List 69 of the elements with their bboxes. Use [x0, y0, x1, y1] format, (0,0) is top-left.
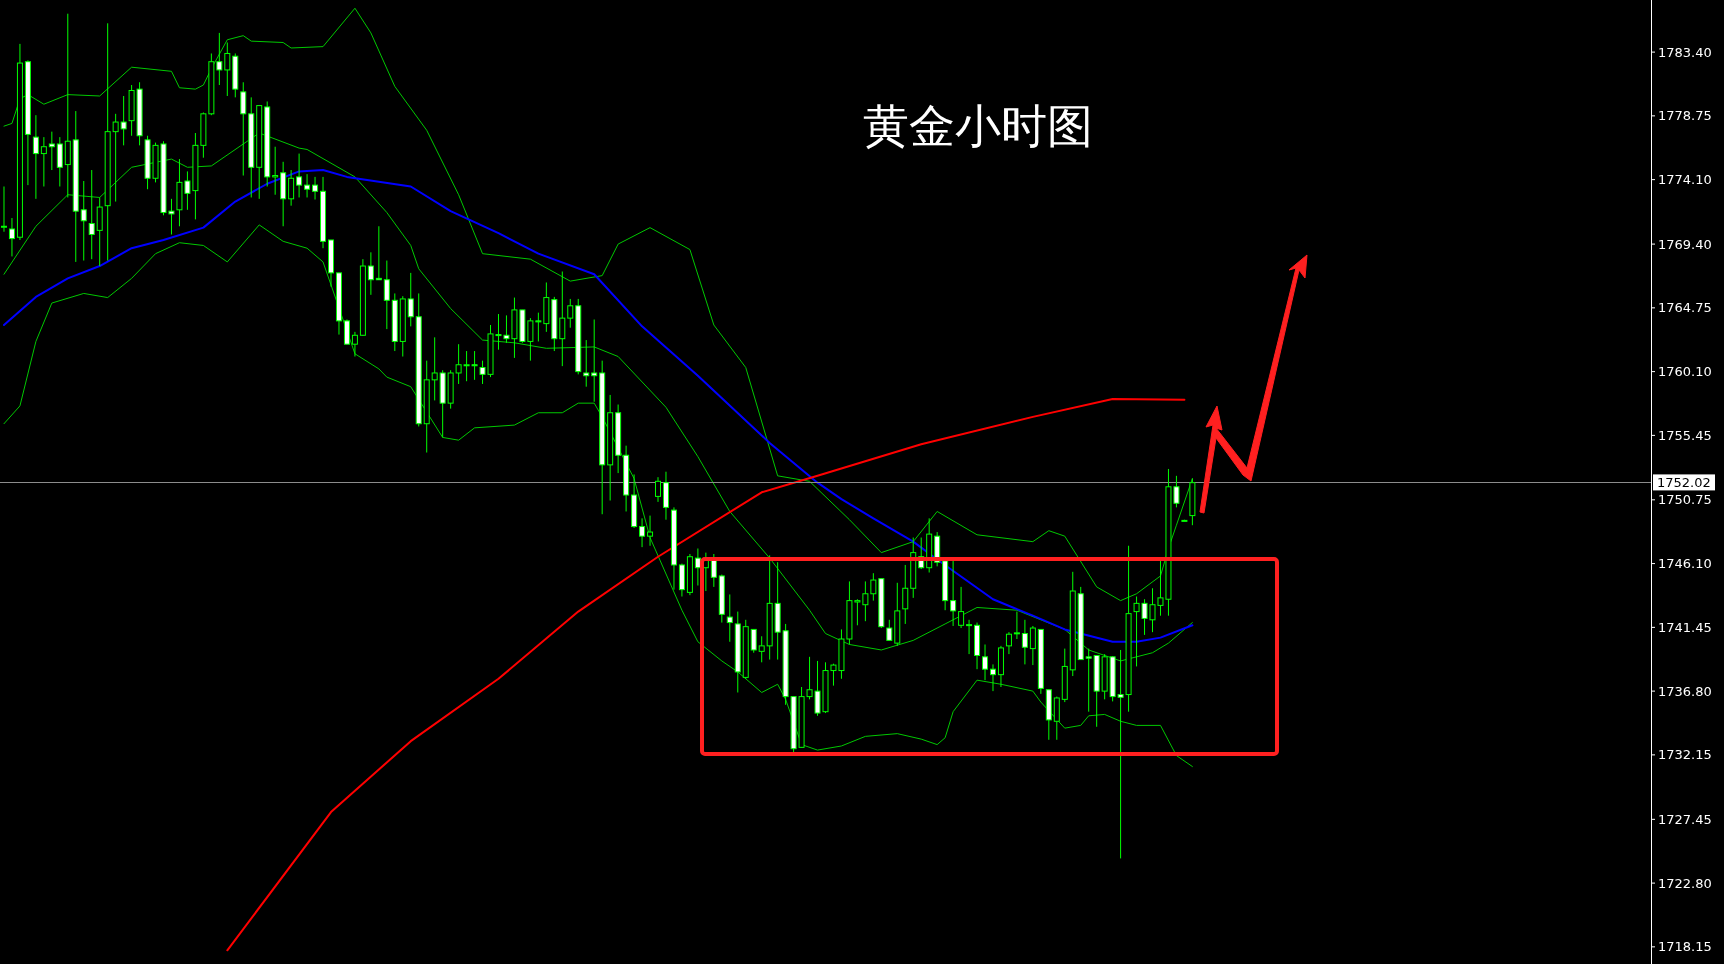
ref-line-label: 1752.02: [1657, 474, 1711, 490]
line-series: [3, 7, 1193, 602]
y-tick-label: 1755.45: [1658, 427, 1712, 443]
y-tick-label: 1760.10: [1658, 364, 1712, 380]
candlestick: [559, 271, 566, 367]
y-tick-label: 1774.10: [1658, 172, 1712, 188]
candlestick: [96, 196, 103, 267]
candlestick: [989, 663, 996, 692]
candlestick: [304, 173, 311, 198]
y-tick-label: 1746.10: [1658, 556, 1712, 572]
candlestick: [591, 319, 598, 403]
y-tick-label: 1769.40: [1658, 236, 1712, 252]
candlestick: [710, 553, 717, 588]
candlestick: [56, 136, 63, 187]
candlestick: [694, 548, 701, 587]
candlestick: [567, 298, 574, 329]
candlestick: [240, 81, 247, 177]
candlestick: [902, 564, 909, 625]
candlestick: [758, 635, 765, 663]
candlestick: [375, 225, 382, 281]
line-series: [3, 224, 1193, 768]
candlestick: [1029, 625, 1036, 666]
candlestick: [431, 336, 438, 401]
candlestick: [272, 146, 279, 196]
y-tick-label: 1750.75: [1658, 492, 1712, 508]
candlestick: [48, 131, 55, 171]
candlestick: [950, 560, 957, 627]
candlestick: [958, 586, 965, 629]
candlestick: [32, 114, 39, 200]
candlestick: [655, 476, 662, 503]
candlestick: [1085, 648, 1092, 713]
candlestick: [583, 339, 590, 388]
y-tick-label: 1764.75: [1658, 300, 1712, 316]
y-tick-label: 1741.45: [1658, 619, 1712, 635]
y-tick-label: 1778.75: [1658, 108, 1712, 124]
y-tick-label: 1727.45: [1658, 811, 1712, 827]
y-tick-label: 1718.15: [1658, 939, 1712, 955]
y-tick-label: 1736.80: [1658, 683, 1712, 699]
candlestick: [1013, 611, 1020, 640]
candlestick: [750, 628, 757, 654]
candlestick: [1021, 619, 1028, 665]
candlestick: [8, 217, 15, 257]
candlestick: [0, 185, 7, 233]
candlestick: [726, 593, 733, 643]
candlestick: [383, 260, 390, 330]
candlestick: [88, 169, 95, 260]
candlestick: [1053, 696, 1060, 741]
candlestick: [647, 515, 654, 547]
candlestick: [64, 13, 71, 198]
candlestick: [982, 643, 989, 681]
candlestick: [886, 619, 893, 641]
candlestick: [407, 272, 414, 327]
candlestick: [367, 251, 374, 296]
candlestick: [351, 331, 358, 358]
candlestick: [224, 42, 231, 97]
candlestick: [80, 180, 87, 262]
candlestick: [639, 517, 646, 548]
line-series: [226, 398, 1186, 952]
candlestick: [296, 153, 303, 198]
y-tick-label: 1783.40: [1658, 44, 1712, 60]
candlestick: [312, 176, 319, 201]
candlestick: [343, 319, 350, 345]
candlestick: [1005, 631, 1012, 655]
candlestick: [966, 619, 973, 655]
y-tick-label: 1722.80: [1658, 875, 1712, 891]
text: 黄金小时图: [863, 99, 1093, 153]
candlestick: [288, 169, 295, 207]
candlestick: [40, 136, 47, 187]
y-tick-label: 1732.15: [1658, 747, 1712, 763]
